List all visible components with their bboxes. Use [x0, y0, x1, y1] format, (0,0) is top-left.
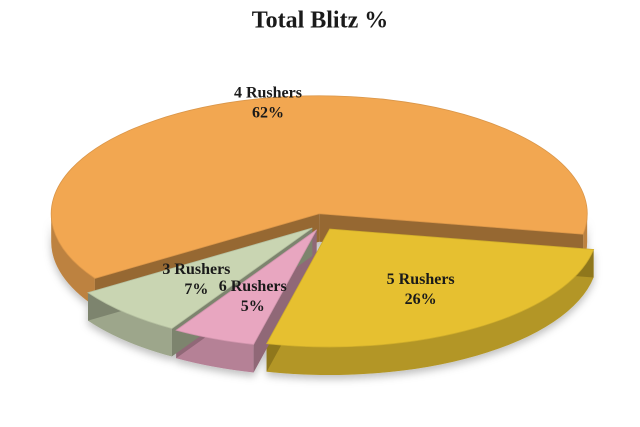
slice-label: 5 Rushers: [387, 271, 455, 288]
slice-value-label: 5%: [241, 298, 265, 315]
slice-value-label: 7%: [184, 281, 208, 298]
slice: [266, 228, 595, 348]
slice: [87, 227, 313, 329]
chart-title: Total Blitz %: [252, 8, 388, 34]
slice-side: [51, 213, 95, 307]
slice: [175, 229, 317, 345]
slice-value-label: 62%: [252, 105, 284, 122]
slice-label: 3 Rushers: [162, 261, 230, 278]
slice-label: 6 Rushers: [219, 278, 287, 295]
slice-side: [266, 249, 594, 376]
pie-tops: [50, 95, 595, 348]
slice-label: 4 Rushers: [234, 85, 302, 102]
pie-labels: 4 Rushers 62% 5 Rushers 26% 6 Rushers 5% 3 Rus…: [162, 85, 454, 315]
slice-value-label: 26%: [405, 291, 437, 308]
slice: [50, 95, 588, 279]
